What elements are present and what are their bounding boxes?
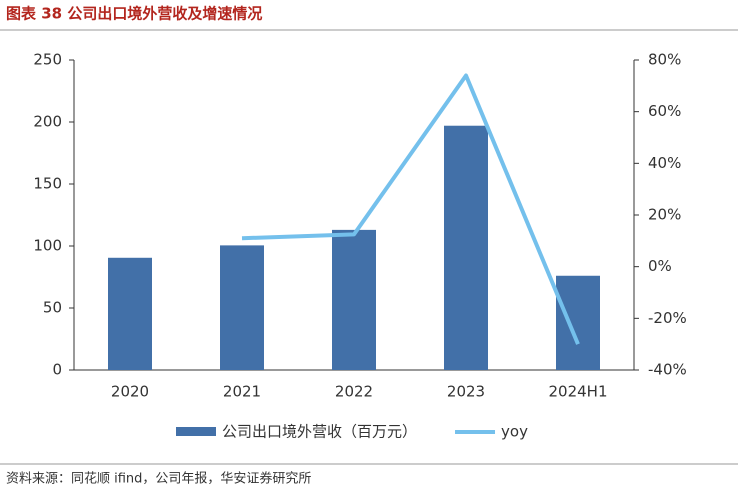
y-tick-label: 250: [33, 51, 62, 69]
y-tick-label: 50: [43, 299, 62, 317]
x-tick-label: 2024H1: [549, 383, 608, 401]
bar: [220, 245, 264, 370]
source: 资料来源：同花顺 ifind，公司年报，华安证券研究所: [6, 471, 311, 487]
y2-tick-label: 40%: [648, 154, 681, 172]
y2-tick-label: 60%: [648, 102, 681, 120]
line: [241, 73, 580, 345]
legend-swatch: [176, 427, 216, 436]
y2-tick-label: -40%: [648, 361, 687, 379]
y2-tick-label: 0%: [648, 257, 672, 275]
y2-tick-label: -20%: [648, 309, 687, 327]
bar: [556, 275, 600, 370]
y-tick-label: 200: [33, 113, 62, 131]
x-tick-label: 2020: [111, 383, 149, 401]
bar: [444, 125, 488, 370]
y-tick-label: 150: [33, 175, 62, 193]
y-tick-label: 0: [52, 361, 62, 379]
y2-tick-label: 20%: [648, 206, 681, 224]
y2-tick-label: 80%: [648, 51, 681, 69]
x-tick-label: 2022: [335, 383, 373, 401]
bar: [108, 257, 152, 370]
x-tick-label: 2021: [223, 383, 261, 401]
legend-label: 公司出口境外营收（百万元）: [222, 423, 417, 441]
x-tick-label: 2023: [447, 383, 485, 401]
bar: [332, 229, 376, 370]
legend-label: yoy: [501, 423, 528, 441]
y-tick-label: 100: [33, 237, 62, 255]
chart-title: 图表 38 公司出口境外营收及增速情况: [6, 5, 262, 23]
